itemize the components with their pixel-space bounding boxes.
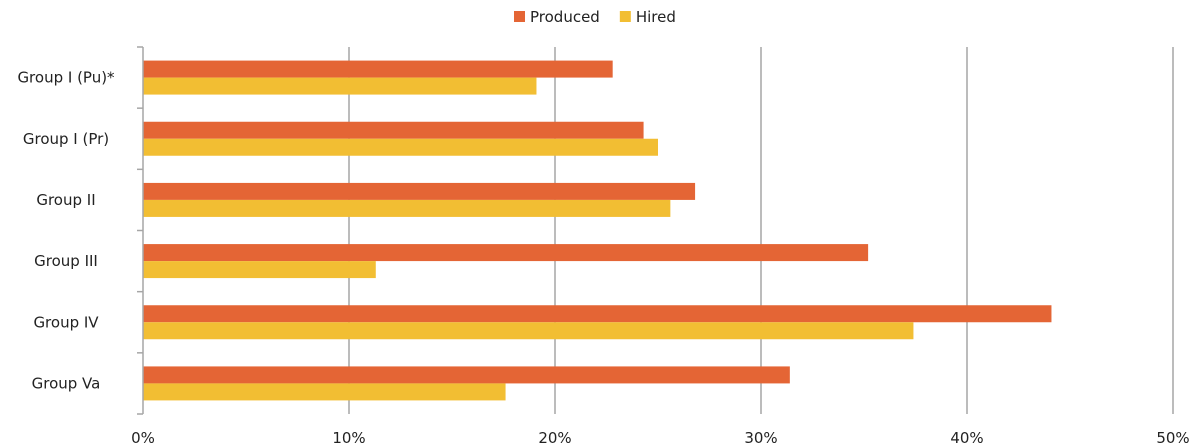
- bar-hired: [143, 199, 671, 217]
- bar-produced: [143, 244, 869, 262]
- bar-produced: [143, 305, 1052, 323]
- bar-hired: [143, 383, 506, 401]
- legend: Produced Hired: [514, 8, 676, 26]
- legend-label-produced: Produced: [530, 8, 600, 26]
- category-label: Group I (Pr): [23, 130, 109, 148]
- x-tick-label: 40%: [950, 429, 983, 444]
- legend-swatch-produced: [514, 11, 525, 22]
- bar-hired: [143, 77, 537, 95]
- x-tick-label: 20%: [538, 429, 571, 444]
- category-label: Group IV: [33, 313, 99, 331]
- x-tick-label: 50%: [1156, 429, 1189, 444]
- x-tick-label: 30%: [744, 429, 777, 444]
- axes: [137, 46, 144, 415]
- bar-produced: [143, 182, 696, 200]
- x-tick-label: 0%: [131, 429, 155, 444]
- bar-produced: [143, 366, 790, 384]
- legend-swatch-hired: [619, 11, 631, 22]
- bar-produced: [143, 60, 613, 78]
- gridlines: [348, 47, 1174, 414]
- legend-label-hired: Hired: [636, 8, 676, 26]
- x-tick-label: 10%: [332, 429, 365, 444]
- category-labels: Group I (Pu)* Group I (Pr) Group II Group I…: [17, 69, 115, 393]
- bars: [143, 60, 1052, 401]
- category-label: Group I (Pu)*: [17, 69, 115, 87]
- bar-hired: [143, 138, 658, 156]
- bar-hired: [143, 261, 376, 279]
- category-label: Group Va: [32, 374, 101, 392]
- x-tick-labels: 0% 10% 20% 30% 40% 50%: [131, 429, 1190, 444]
- category-label: Group III: [34, 252, 98, 270]
- bar-hired: [143, 322, 914, 340]
- bar-produced: [143, 121, 644, 139]
- category-label: Group II: [36, 191, 95, 209]
